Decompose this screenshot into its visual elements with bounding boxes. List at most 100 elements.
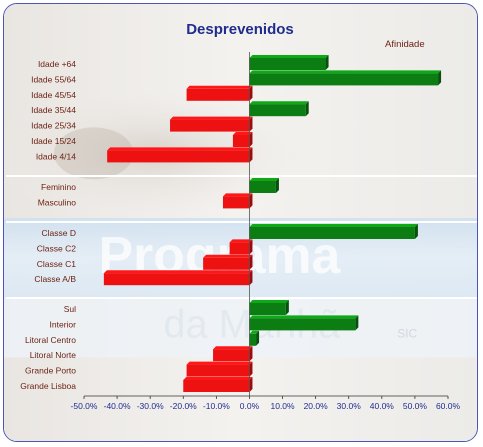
bar-chart: Desprevenidos Afinidade Idade +64 Idade 5… <box>6 21 477 411</box>
category-label: Litoral Norte <box>30 350 77 360</box>
chart-title: Desprevenidos <box>186 21 294 38</box>
bar-side-face <box>249 377 253 392</box>
bar <box>183 377 253 392</box>
bar <box>203 254 253 270</box>
x-axis: -50.0% -40.0% -30.0% -20.0% -10.0% 0.0% 10.0% 2… <box>6 52 477 411</box>
x-tick-label: -30.0% <box>137 401 164 411</box>
bar <box>213 346 253 362</box>
bar-front-face <box>103 273 250 286</box>
bar-top-face <box>249 55 329 58</box>
bar-front-face <box>213 349 250 362</box>
bar-top-face <box>249 178 279 181</box>
bar <box>186 361 253 377</box>
bar <box>249 330 260 346</box>
bar-side-face <box>275 178 279 193</box>
bar-top-face <box>249 330 260 334</box>
bar-top-face <box>183 377 253 380</box>
bar <box>103 270 253 286</box>
bar-side-face <box>438 70 442 86</box>
bar <box>249 300 289 315</box>
x-tick-label: -40.0% <box>104 401 131 411</box>
bar-side-face <box>249 346 253 362</box>
category-label: Idade +64 <box>38 59 76 69</box>
bar-front-face <box>249 73 439 86</box>
bar <box>107 147 253 163</box>
bar-top-face <box>222 193 253 197</box>
bar <box>186 85 253 101</box>
category-label: Classe C2 <box>37 243 76 253</box>
x-tick-label: 50.0% <box>403 401 428 411</box>
category-label: Classe D <box>42 228 76 238</box>
category-label: Grande Lisboa <box>20 381 76 391</box>
bar-top-face <box>249 315 359 319</box>
category-label: Idade 25/34 <box>31 121 76 131</box>
bar-side-face <box>249 361 253 377</box>
bar-front-face <box>203 257 250 270</box>
bar <box>229 239 253 255</box>
category-label: Sul <box>64 304 76 314</box>
x-tick-label: -10.0% <box>203 401 230 411</box>
bar-front-face <box>249 104 306 117</box>
bar-front-face <box>186 88 250 101</box>
bar-side-face <box>414 224 418 239</box>
bar-top-face <box>186 361 253 365</box>
bar-side-face <box>249 116 253 132</box>
bar-front-face <box>222 196 250 209</box>
bar-top-face <box>249 70 442 74</box>
bar-front-face <box>107 150 250 163</box>
bar <box>249 70 442 86</box>
legend-label: Afinidade <box>385 39 425 50</box>
bar-front-face <box>186 364 250 377</box>
bar-top-face <box>249 101 309 105</box>
bar-side-face <box>249 254 253 270</box>
bar-side-face <box>355 315 359 331</box>
bar-front-face <box>183 380 250 392</box>
bar-side-face <box>249 147 253 163</box>
bar-top-face <box>103 270 253 274</box>
bar-side-face <box>325 55 329 70</box>
bar-side-face <box>249 132 253 147</box>
bar-side-face <box>249 270 253 286</box>
bar <box>249 101 309 117</box>
bar-side-face <box>249 239 253 255</box>
bar-front-face <box>249 318 356 331</box>
category-label: Interior <box>50 319 77 329</box>
bar-top-face <box>213 346 253 350</box>
bar-top-face <box>170 116 253 120</box>
bar-front-face <box>249 58 326 70</box>
category-label: Classe A/B <box>34 274 76 284</box>
bar-side-face <box>249 85 253 101</box>
category-label: Masculino <box>38 197 77 207</box>
bar-top-face <box>232 132 253 135</box>
bar <box>249 55 329 70</box>
x-tick-label: 20.0% <box>304 401 329 411</box>
x-tick-label: -20.0% <box>170 401 197 411</box>
bar-side-face <box>249 193 253 209</box>
category-label: Classe C1 <box>37 259 76 269</box>
bar <box>222 193 253 209</box>
bar-top-face <box>249 300 289 303</box>
bar-top-face <box>229 239 253 243</box>
x-tick-label: 40.0% <box>370 401 395 411</box>
category-label: Idade 45/54 <box>31 90 76 100</box>
category-label: Idade 35/44 <box>31 105 76 115</box>
bar <box>232 132 253 147</box>
bars-layer <box>103 55 442 392</box>
bar <box>249 178 279 193</box>
bar-front-face <box>170 119 250 132</box>
bar-top-face <box>186 85 253 89</box>
bar-front-face <box>249 227 415 239</box>
category-label: Idade 4/14 <box>36 151 76 161</box>
bar-front-face <box>249 333 257 346</box>
category-label: Idade 15/24 <box>31 136 76 146</box>
svg-text:SIC: SIC <box>397 326 417 340</box>
category-label: Grande Porto <box>25 366 76 376</box>
bar <box>170 116 253 132</box>
bar-top-face <box>107 147 253 151</box>
bar-top-face <box>203 254 253 258</box>
bar <box>249 224 418 239</box>
category-label: Feminino <box>41 182 76 192</box>
bar-front-face <box>249 181 276 193</box>
category-label: Idade 55/64 <box>31 74 76 84</box>
bar-front-face <box>229 242 250 255</box>
